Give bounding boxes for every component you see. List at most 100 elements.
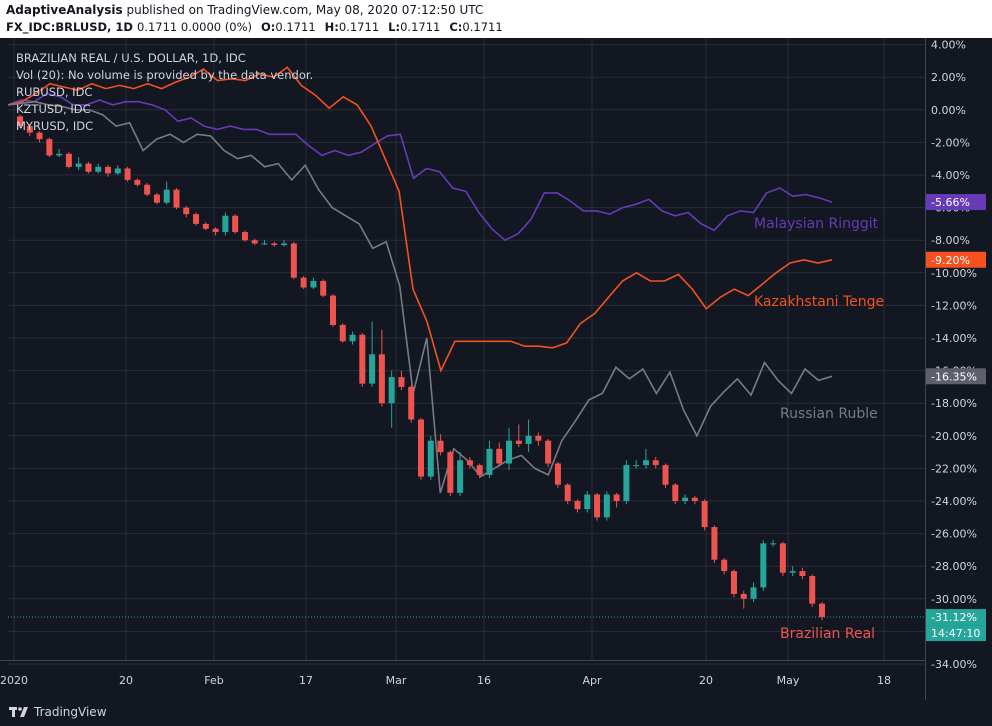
y-tick-label: -8.00% bbox=[931, 234, 970, 247]
x-tick-label: Feb bbox=[204, 674, 223, 687]
candle-body bbox=[799, 571, 806, 576]
candle-body bbox=[26, 126, 33, 133]
x-tick-label: May bbox=[777, 674, 800, 687]
tradingview-brand[interactable]: TradingView bbox=[34, 705, 107, 719]
candle-body bbox=[144, 184, 151, 195]
y-tick-label: 0.00% bbox=[931, 104, 966, 117]
x-tick-label: Mar bbox=[386, 674, 407, 687]
candle-body bbox=[124, 168, 131, 180]
overlay-label: Russian Ruble bbox=[780, 406, 878, 422]
candle-body bbox=[447, 452, 454, 493]
candle-body bbox=[642, 460, 649, 466]
candle-body bbox=[339, 324, 346, 342]
candle-body bbox=[290, 243, 297, 278]
symbol-values: 0.1711 0.0000 (0%) bbox=[136, 20, 252, 34]
candles bbox=[17, 114, 825, 620]
rub-badge-text: -16.35% bbox=[931, 370, 977, 383]
candle-body bbox=[75, 163, 82, 167]
legend-comparison: RUBUSD, IDC bbox=[16, 85, 92, 99]
candle-body bbox=[349, 334, 356, 342]
candle-body bbox=[202, 223, 209, 229]
x-tick-label: 20 bbox=[119, 674, 133, 687]
candle-body bbox=[418, 419, 424, 477]
candle-body bbox=[378, 354, 385, 404]
y-tick-label: -22.00% bbox=[931, 462, 977, 475]
candle-body bbox=[398, 377, 405, 387]
rub-badge bbox=[926, 368, 986, 385]
candle-body bbox=[36, 132, 43, 140]
candle-body bbox=[564, 484, 571, 501]
candle-body bbox=[437, 440, 444, 453]
candle-body bbox=[212, 228, 219, 233]
brl-badge bbox=[926, 609, 986, 626]
candle-body bbox=[770, 543, 777, 545]
chart-overlay-labels: Malaysian Ringgit Kazakhstani Tenge Russia… bbox=[754, 216, 884, 642]
candle-body bbox=[691, 497, 698, 501]
footer: TradingView bbox=[0, 700, 992, 726]
ohlc-high-value: 0.1711 bbox=[338, 20, 380, 34]
y-tick-label: -24.00% bbox=[931, 495, 977, 508]
x-tick-label: 2020 bbox=[0, 674, 28, 687]
y-tick-label: -14.00% bbox=[931, 332, 977, 345]
candle-body bbox=[114, 168, 121, 174]
y-tick-label: -2.00% bbox=[931, 136, 970, 149]
y-tick-label: -28.00% bbox=[931, 560, 977, 573]
ohlc-open-key: O: bbox=[261, 20, 276, 34]
candle-body bbox=[594, 494, 601, 518]
candle-body bbox=[819, 603, 825, 618]
tradingview-logo-icon[interactable] bbox=[9, 705, 29, 719]
candle-body bbox=[809, 575, 816, 604]
price-chart[interactable]: 4.00%2.00%0.00%-2.00%-4.00%-6.00%-8.00%-… bbox=[0, 38, 992, 700]
symbol-label: FX_IDC:BRLUSD, 1D bbox=[6, 20, 133, 34]
ohlc-close-value: 0.1711 bbox=[462, 20, 503, 34]
candle-body bbox=[525, 435, 532, 444]
grid-lines bbox=[8, 38, 925, 665]
overlay-label: Malaysian Ringgit bbox=[754, 216, 879, 232]
candle-body bbox=[701, 501, 708, 528]
author-name[interactable]: AdaptiveAnalysis bbox=[6, 3, 123, 17]
candle-body bbox=[105, 166, 112, 174]
publication-header: AdaptiveAnalysis published on TradingVie… bbox=[0, 0, 992, 38]
candle-body bbox=[134, 179, 141, 185]
candle-body bbox=[359, 334, 366, 384]
x-tick-label: 17 bbox=[299, 674, 313, 687]
candle-body bbox=[613, 494, 620, 501]
candle-body bbox=[46, 139, 53, 156]
candle-body bbox=[506, 440, 513, 464]
candle-body bbox=[740, 593, 747, 599]
time-axis[interactable]: 2020 20 Feb 17 Mar 16 Apr 20 May 18 bbox=[0, 660, 925, 688]
price-axis[interactable]: 4.00%2.00%0.00%-2.00%-4.00%-6.00%-8.00%-… bbox=[925, 38, 987, 700]
candle-body bbox=[554, 463, 561, 485]
candle-body bbox=[56, 153, 63, 156]
ohlc-open-value: 0.1711 bbox=[275, 20, 316, 34]
candle-body bbox=[281, 243, 288, 246]
candle-body bbox=[721, 559, 728, 572]
legend-title: BRAZILIAN REAL / U.S. DOLLAR, 1D, IDC bbox=[16, 51, 246, 65]
x-tick-label: 16 bbox=[477, 674, 491, 687]
y-tick-label: 4.00% bbox=[931, 39, 966, 52]
candle-body bbox=[408, 386, 415, 420]
candle-body bbox=[193, 214, 200, 224]
candle-body bbox=[173, 189, 180, 208]
candle-body bbox=[662, 465, 669, 485]
ohlc-low-value: 0.1711 bbox=[400, 20, 441, 34]
chart-legend: BRAZILIAN REAL / U.S. DOLLAR, 1D, IDC Vol… bbox=[16, 51, 313, 133]
candle-body bbox=[163, 189, 170, 203]
candle-body bbox=[320, 280, 327, 296]
candle-body bbox=[310, 280, 317, 288]
candle-body bbox=[369, 354, 376, 384]
candle-body bbox=[65, 153, 72, 167]
candle-body bbox=[153, 194, 160, 203]
series-line-kazakhstani-tenge bbox=[7, 66, 833, 373]
candle-body bbox=[672, 484, 679, 501]
candle-body bbox=[760, 543, 767, 588]
candle-body bbox=[652, 460, 659, 466]
x-tick-label: 20 bbox=[699, 674, 713, 687]
candle-body bbox=[17, 116, 23, 127]
y-tick-label: 2.00% bbox=[931, 71, 966, 84]
ohlc-close-key: C: bbox=[449, 20, 463, 34]
candle-body bbox=[476, 465, 483, 475]
candle-body bbox=[427, 440, 434, 477]
series-line-russian-ruble bbox=[7, 100, 833, 494]
candle-body bbox=[271, 243, 278, 246]
